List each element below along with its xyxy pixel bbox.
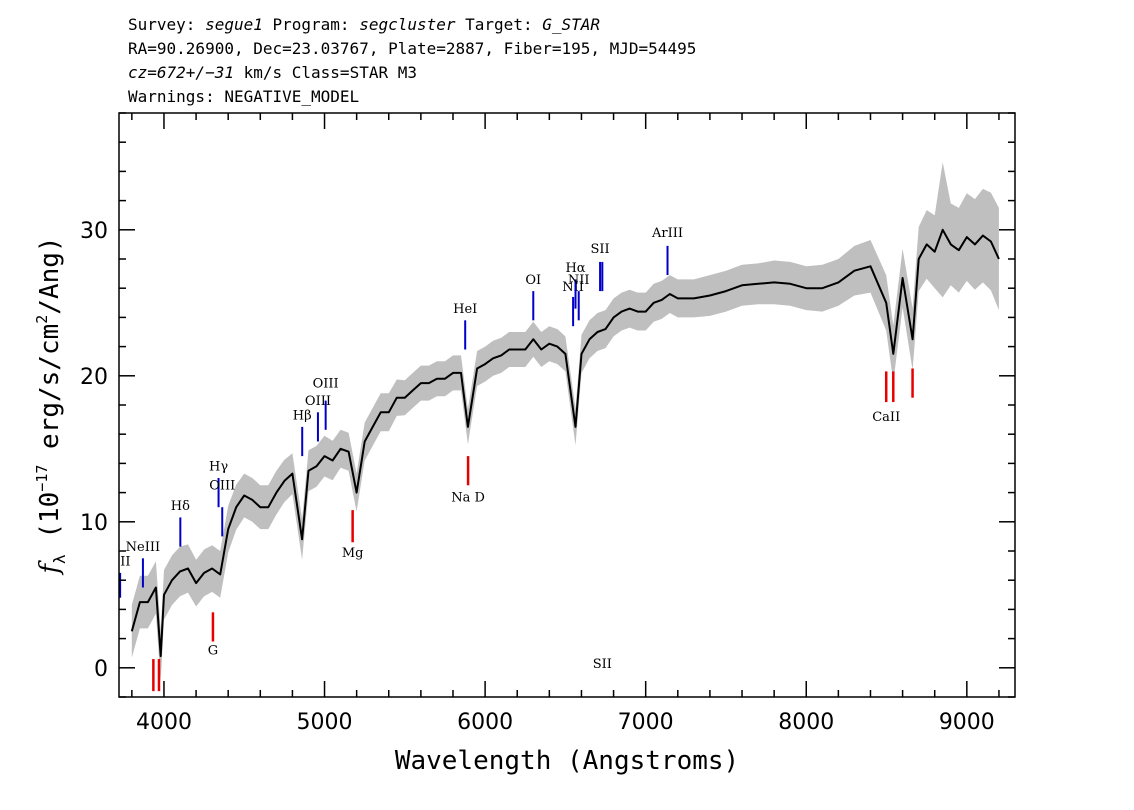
axes: 4000 5000 6000 7000 8000 9000 0 10 20 30 [80, 112, 1015, 735]
emission-line-label: Hβ [293, 409, 312, 424]
flux-series-line [130, 228, 1000, 658]
emission-line-label: HeI [453, 302, 477, 317]
header-line-4: Warnings: NEGATIVE_MODEL [128, 87, 359, 106]
emission-line-label: NII [568, 273, 590, 288]
emission-line-label: OII [110, 555, 131, 570]
emission-line-label: SII [590, 242, 609, 257]
y-tick-label: 10 [80, 511, 108, 536]
emission-line-label: OIII [313, 376, 339, 391]
x-tick-label: 6000 [457, 710, 513, 735]
y-tick-label: 30 [80, 219, 108, 244]
header-line-1: Survey: segue1 Program: segcluster Targe… [128, 15, 600, 34]
x-axis-label: Wavelength (Angstroms) [395, 746, 739, 776]
emission-line-label: OI [525, 273, 541, 288]
absorption-line-label: Mg [342, 546, 364, 561]
x-tick-label: 7000 [618, 710, 674, 735]
x-tick-label: 4000 [136, 710, 192, 735]
y-tick-label: 0 [94, 657, 108, 682]
x-tick-label: 9000 [939, 710, 995, 735]
y-tick-label: 20 [80, 365, 108, 390]
absorption-line-label: G [208, 644, 218, 659]
emission-line-label: NeIII [126, 540, 160, 555]
emission-line-label: ArIII [651, 226, 683, 241]
emission-line-label: OIII [209, 479, 235, 494]
header-line-3: cz=672+/−31 km/s Class=STAR M3 [128, 63, 417, 82]
absorption-line-label: CaII [872, 410, 900, 425]
header-line-2: RA=90.26900, Dec=23.03767, Plate=2887, F… [128, 39, 696, 58]
x-tick-label: 5000 [297, 710, 353, 735]
chart-header: Survey: segue1 Program: segcluster Targe… [128, 15, 696, 106]
error-band [131, 162, 999, 682]
emission-line-label: Hδ [171, 499, 190, 514]
emission-line-label: Hγ [209, 460, 228, 475]
emission-line-label: Hα [565, 261, 585, 276]
emission-line-label: SII [593, 657, 612, 672]
x-tick-label: 8000 [778, 710, 834, 735]
plot-frame [118, 112, 1016, 698]
y-axis-label: fλ (10−17 erg/s/cm2/Ang) [33, 236, 69, 575]
absorption-line-label: Na D [451, 490, 485, 505]
emission-line-label: OIII [305, 394, 331, 409]
